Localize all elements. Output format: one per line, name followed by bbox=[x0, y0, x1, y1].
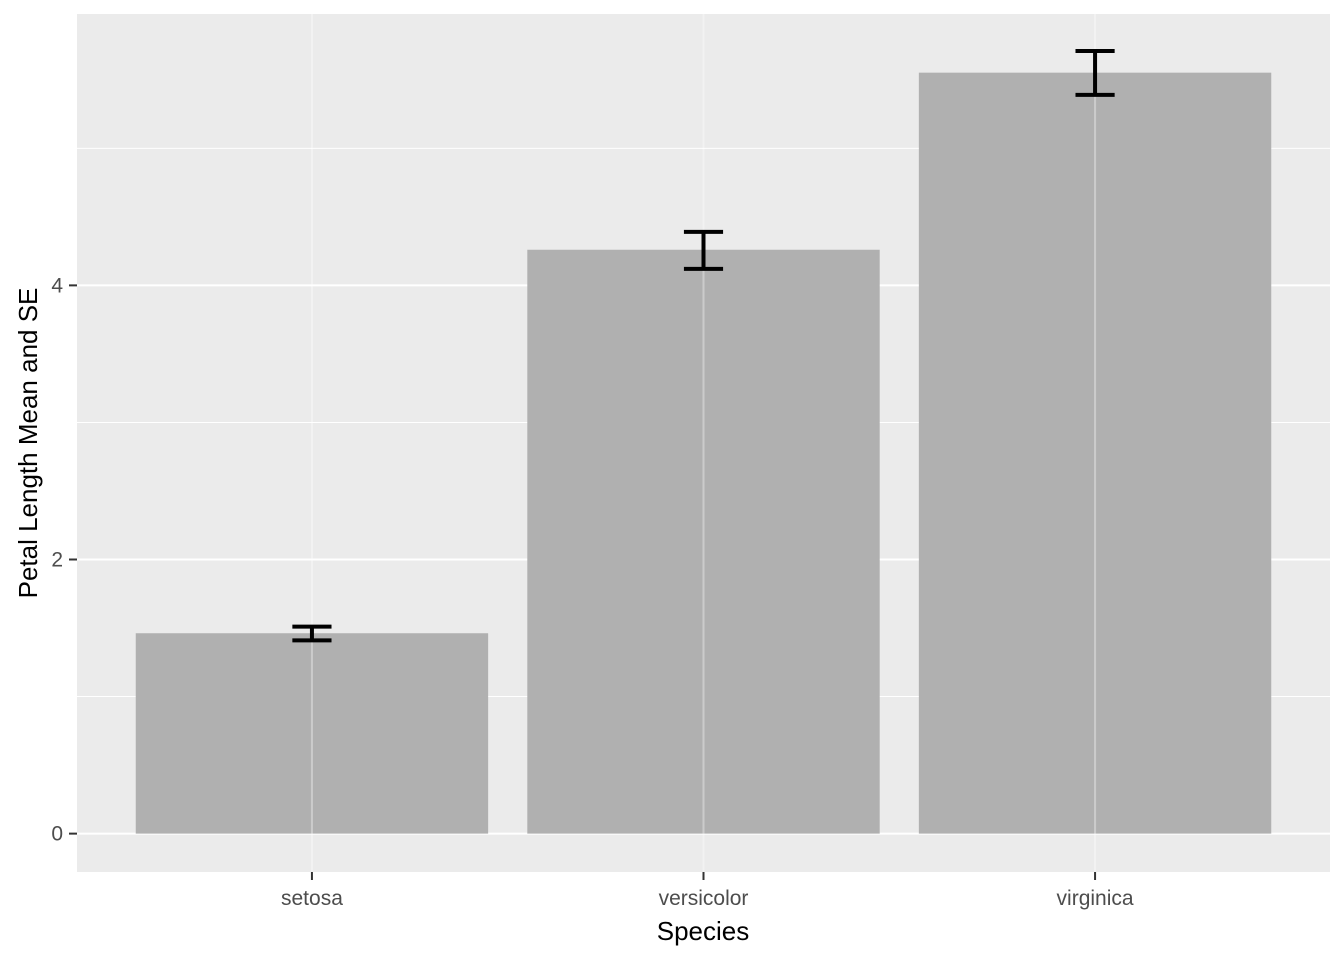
y-axis: 0 2 4 bbox=[51, 274, 77, 846]
bar-versicolor bbox=[527, 249, 880, 834]
error-bars bbox=[292, 49, 1115, 643]
errorbar-versicolor bbox=[683, 229, 724, 271]
x-axis-title: Species bbox=[657, 916, 750, 946]
y-tick-label: 0 bbox=[51, 823, 63, 846]
x-tick-label: virginica bbox=[1057, 887, 1134, 910]
x-tick-label: setosa bbox=[281, 887, 343, 910]
y-tick-label: 4 bbox=[51, 274, 63, 297]
bars bbox=[135, 72, 1272, 834]
bar-setosa bbox=[135, 633, 489, 834]
errorbar-setosa bbox=[292, 624, 332, 643]
y-tick-label: 2 bbox=[51, 549, 63, 572]
errorbar-virginica bbox=[1075, 49, 1115, 97]
x-axis: setosa versicolor virginica bbox=[281, 872, 1134, 910]
bar-virginica bbox=[918, 72, 1272, 834]
x-gridlines bbox=[310, 14, 1097, 872]
y-axis-title: Petal Length Mean and SE bbox=[13, 288, 43, 599]
x-tick-label: versicolor bbox=[659, 887, 749, 910]
